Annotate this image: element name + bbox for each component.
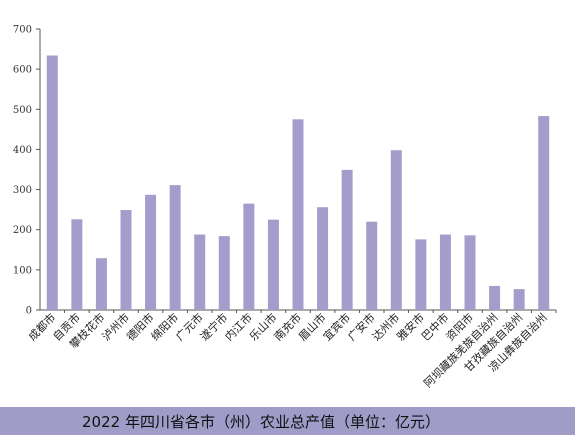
bar-甘孜藏族自治州 <box>513 289 525 310</box>
y-tick-label: 500 <box>13 105 32 116</box>
bar-广安市 <box>366 221 378 310</box>
bar-资阳市 <box>464 235 476 310</box>
bar-绵阳市 <box>169 185 181 310</box>
y-tick-label: 600 <box>13 65 32 76</box>
bar-泸州市 <box>120 210 132 310</box>
bar-chart: 0100200300400500600700成都市自贡市攀枝花市泸州市德阳市绵阳… <box>13 25 557 390</box>
bar-自贡市 <box>71 219 83 310</box>
y-tick-label: 200 <box>13 225 32 236</box>
chart-caption: 2022 年四川省各市（州）农业总产值（单位：亿元） <box>82 413 440 431</box>
y-tick-label: 100 <box>13 265 32 276</box>
bar-凉山彝族自治州 <box>538 116 550 310</box>
y-tick-label: 300 <box>13 185 32 196</box>
bar-眉山市 <box>317 207 329 310</box>
y-tick-label: 700 <box>13 25 32 36</box>
bar-巴中市 <box>439 234 451 310</box>
bar-遂宁市 <box>218 236 230 310</box>
bar-南充市 <box>292 119 304 310</box>
y-tick-label: 400 <box>13 145 32 156</box>
y-tick-label: 0 <box>26 306 32 317</box>
bar-宜宾市 <box>341 169 353 310</box>
bar-广元市 <box>194 234 206 310</box>
bar-内江市 <box>243 203 255 310</box>
bar-德阳市 <box>145 194 157 310</box>
chart-area: 0 100 200 300 400 500 600 700 成都市 自贡市 攀枝花市 泸州市 德阳市 绵阳… <box>13 25 557 390</box>
bar-成都市 <box>46 55 58 310</box>
caption-band: 2022 年四川省各市（州）农业总产值（单位：亿元） <box>0 407 575 435</box>
bar-乐山市 <box>267 219 279 310</box>
bar-雅安市 <box>415 239 427 310</box>
bar-达州市 <box>390 150 402 310</box>
bar-阿坝藏族羌族自治州 <box>489 285 501 310</box>
bar-攀枝花市 <box>95 258 107 310</box>
